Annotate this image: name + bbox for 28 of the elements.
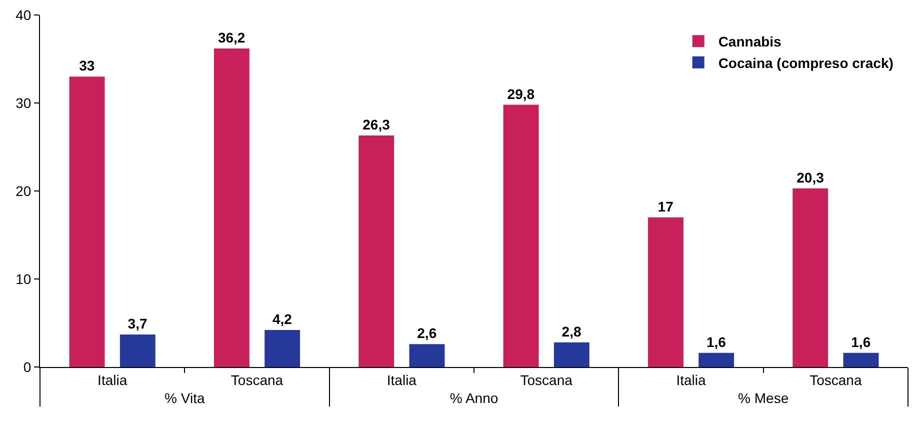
legend-label: Cocaina (compreso crack) (718, 54, 894, 71)
y-tick-label: 40 (16, 6, 32, 23)
data-label: 4,2 (272, 311, 292, 328)
y-tick-label: 10 (16, 270, 32, 287)
y-tick-label: 0 (23, 358, 32, 375)
text: % Mese (738, 390, 789, 406)
data-label: 1,6 (706, 334, 726, 350)
data-label: 2,6 (417, 325, 437, 342)
data-label: 17 (658, 198, 674, 214)
y-tick-label: 30 (16, 94, 32, 111)
x-tick-label: Toscana (810, 372, 862, 388)
data-label: 29,8 (507, 86, 535, 102)
x-tick-label: Italia (386, 372, 417, 388)
text: % Vita (164, 390, 205, 406)
x-tick-label: Italia (676, 372, 706, 388)
x-tick-label: Toscana (520, 372, 573, 388)
data-label: 26,3 (362, 116, 390, 133)
data-label: 1,6 (851, 334, 871, 350)
text: % Anno (450, 390, 498, 406)
data-label: 2,8 (562, 323, 582, 340)
data-label: 33 (79, 58, 95, 74)
x-tick-label: Toscana (230, 372, 284, 388)
x-tick-label: Italia (98, 372, 128, 388)
data-label: 3,7 (128, 315, 148, 332)
legend-label: Cannabis (718, 34, 782, 50)
y-tick-label: 20 (16, 182, 32, 199)
data-label: 20,3 (796, 169, 824, 186)
data-label: 36,2 (218, 29, 246, 46)
